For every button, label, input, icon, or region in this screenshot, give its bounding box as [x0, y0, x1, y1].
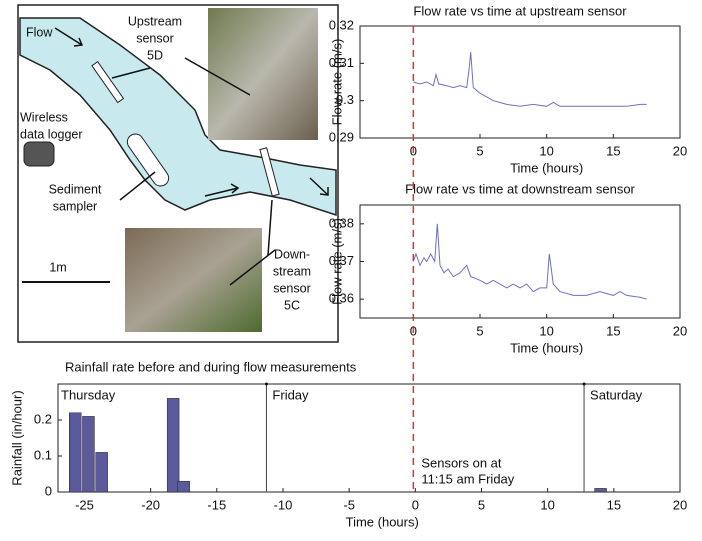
- diagram-label: 1m: [49, 260, 66, 274]
- arrows: [54, 27, 329, 286]
- x-tick-label: 5: [478, 497, 485, 512]
- photo: [125, 228, 262, 332]
- x-tick-label: 15: [606, 323, 620, 338]
- day-label: Friday: [272, 387, 309, 402]
- y-axis-label: Flow rate (m/s): [329, 39, 344, 126]
- diagram-label: stream: [273, 264, 311, 278]
- x-tick-label: 10: [539, 323, 553, 338]
- charts: Flow rate vs time at upstream sensor Time…: [9, 3, 687, 529]
- y-tick-label: 0.1: [34, 447, 52, 462]
- day-label: Saturday: [590, 387, 643, 402]
- y-tick-label: 0: [45, 483, 52, 498]
- x-tick-label: -15: [207, 497, 226, 512]
- y-tick-label: 0.37: [329, 253, 354, 268]
- chart-title: Rainfall rate before and during flow mea…: [65, 359, 357, 374]
- diagram-label: Upstream: [128, 14, 182, 28]
- y-axis-label: Flow rate (m/s): [329, 218, 344, 305]
- x-tick-label: -10: [274, 497, 293, 512]
- x-axis-label: Time (hours): [510, 160, 583, 175]
- x-tick-label: 15: [606, 143, 620, 158]
- line: [413, 52, 647, 107]
- sensor: [259, 147, 280, 197]
- chart-title: Flow rate vs time at upstream sensor: [413, 3, 627, 18]
- diagram-label: 5D: [147, 48, 163, 62]
- y-tick-label: 0.32: [329, 17, 354, 32]
- plot-frame: [359, 25, 681, 139]
- bar: [166, 398, 180, 493]
- x-axis-label: Time (hours): [510, 340, 583, 355]
- x-tick-label: 5: [476, 323, 483, 338]
- day-boundary-dot: [264, 382, 268, 386]
- bar: [95, 452, 108, 493]
- x-tick-label: -25: [75, 497, 94, 512]
- diagram-label: sampler: [53, 199, 97, 213]
- x-tick-label: -5: [343, 497, 355, 512]
- plot-frame: [359, 204, 681, 319]
- annotation: Sensors on at: [421, 455, 502, 470]
- bar: [594, 488, 607, 493]
- line: [412, 223, 647, 300]
- day-boundary-dot: [582, 382, 586, 386]
- site-diagram: Flow Upstream sensor 5D Wireless data logger S…: [17, 4, 339, 343]
- diagram-label: Flow: [26, 25, 53, 39]
- x-axis-label: Time (hours): [346, 514, 419, 529]
- y-tick-label: 0.36: [329, 291, 354, 306]
- y-tick-label: 0.2: [34, 411, 52, 426]
- x-tick-label: 15: [607, 497, 621, 512]
- x-tick-label: 20: [673, 497, 687, 512]
- diagram-label: data logger: [20, 127, 83, 141]
- diagram-label: Down-: [274, 247, 310, 261]
- bar: [177, 480, 190, 493]
- diagram-label: sensor: [273, 281, 311, 295]
- y-tick-label: 0.31: [329, 55, 354, 70]
- diagram-label: 5C: [284, 298, 300, 312]
- sensor: [91, 60, 125, 104]
- diagram-label: sensor: [136, 31, 174, 45]
- bar: [82, 416, 95, 493]
- photo: [208, 8, 318, 140]
- bar: [68, 412, 82, 493]
- y-axis-label: Rainfall (in/hour): [9, 390, 24, 485]
- x-tick-label: 20: [673, 323, 687, 338]
- y-tick-label: 0.3: [336, 92, 354, 107]
- x-tick-label: 0: [412, 497, 419, 512]
- x-tick-label: -20: [141, 497, 160, 512]
- x-tick-label: 10: [540, 497, 554, 512]
- y-tick-label: 0.29: [329, 129, 354, 144]
- diagram-labels: Flow Upstream sensor 5D Wireless data logger S…: [20, 14, 311, 312]
- x-tick-label: 20: [673, 143, 687, 158]
- annotation: 11:15 am Friday: [421, 471, 514, 486]
- plot-frame: [57, 383, 681, 493]
- x-tick-label: 10: [539, 143, 553, 158]
- x-tick-label: 5: [476, 143, 483, 158]
- chart-title: Flow rate vs time at downstream sensor: [405, 181, 635, 196]
- data-logger: [23, 141, 55, 167]
- day-label: Thursday: [61, 387, 116, 402]
- y-tick-label: 0.38: [329, 215, 354, 230]
- diagram-label: Wireless: [20, 110, 68, 124]
- diagram-label: Sediment: [49, 182, 102, 196]
- sediment-sampler: [126, 133, 170, 187]
